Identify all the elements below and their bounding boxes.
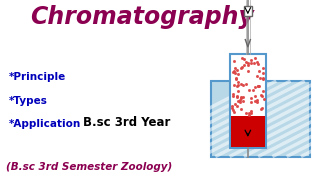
Point	[249, 110, 254, 113]
Point	[234, 76, 239, 79]
Point	[231, 69, 236, 72]
Point	[232, 83, 237, 86]
Point	[233, 66, 238, 69]
Point	[248, 100, 253, 103]
Point	[241, 63, 246, 66]
Point	[246, 89, 251, 91]
Text: Chromatography: Chromatography	[30, 5, 254, 29]
Point	[253, 94, 258, 97]
Point	[235, 85, 240, 88]
Point	[231, 59, 236, 62]
Point	[230, 95, 235, 98]
Point	[241, 84, 246, 87]
Point	[246, 63, 251, 66]
Point	[260, 66, 265, 69]
Point	[251, 62, 256, 64]
Point	[229, 105, 234, 108]
Point	[260, 77, 265, 80]
Point	[257, 76, 262, 79]
Text: *Application: *Application	[9, 119, 81, 129]
Point	[249, 97, 254, 100]
Point	[235, 84, 240, 87]
Point	[243, 82, 248, 85]
Point	[253, 99, 258, 102]
Point	[231, 111, 236, 113]
Bar	[211, 81, 310, 157]
Point	[260, 77, 266, 80]
Point	[248, 58, 253, 61]
Point	[249, 112, 254, 114]
Point	[233, 71, 238, 74]
Point	[259, 95, 264, 98]
Bar	[230, 116, 265, 147]
Bar	[230, 54, 266, 148]
Point	[236, 81, 241, 84]
Point	[241, 96, 246, 99]
Point	[255, 63, 260, 66]
Point	[254, 101, 260, 103]
Point	[252, 86, 257, 89]
Point	[247, 111, 252, 114]
Point	[236, 100, 241, 102]
Point	[255, 84, 260, 87]
Point	[232, 103, 237, 105]
Point	[249, 62, 254, 65]
Point	[238, 99, 243, 102]
Bar	[244, 6, 252, 16]
Point	[254, 61, 259, 64]
Point	[239, 83, 244, 86]
Point	[242, 57, 247, 60]
Point	[252, 56, 257, 59]
Point	[240, 57, 245, 60]
Point	[243, 112, 248, 115]
Point	[246, 69, 251, 72]
Point	[230, 109, 236, 112]
Point	[247, 113, 252, 116]
Point	[236, 90, 241, 93]
Point	[234, 94, 239, 97]
Point	[238, 107, 244, 110]
Point	[259, 107, 264, 110]
Point	[254, 74, 259, 77]
Point	[251, 89, 256, 91]
Text: B.sc 3rd Year: B.sc 3rd Year	[83, 116, 170, 129]
Point	[256, 85, 261, 88]
Point	[241, 100, 246, 103]
Point	[230, 92, 236, 95]
Point	[238, 95, 244, 98]
Point	[245, 61, 250, 64]
Point	[260, 89, 266, 92]
Point	[235, 104, 240, 107]
Text: *Types: *Types	[9, 96, 48, 106]
Point	[256, 69, 261, 72]
Text: *Principle: *Principle	[9, 72, 67, 82]
Point	[260, 107, 265, 109]
Point	[234, 95, 239, 98]
Point	[235, 69, 240, 71]
Point	[260, 72, 266, 75]
Point	[255, 99, 260, 102]
Point	[231, 71, 236, 74]
Point	[244, 61, 249, 64]
Text: (B.sc 3rd Semester Zoology): (B.sc 3rd Semester Zoology)	[6, 162, 172, 172]
Point	[235, 73, 240, 75]
Point	[234, 78, 239, 81]
Point	[237, 100, 243, 103]
Point	[239, 67, 244, 69]
Point	[256, 85, 261, 87]
Point	[258, 94, 263, 97]
Point	[230, 107, 235, 109]
Point	[239, 66, 244, 69]
Point	[238, 97, 243, 100]
Point	[261, 97, 266, 100]
